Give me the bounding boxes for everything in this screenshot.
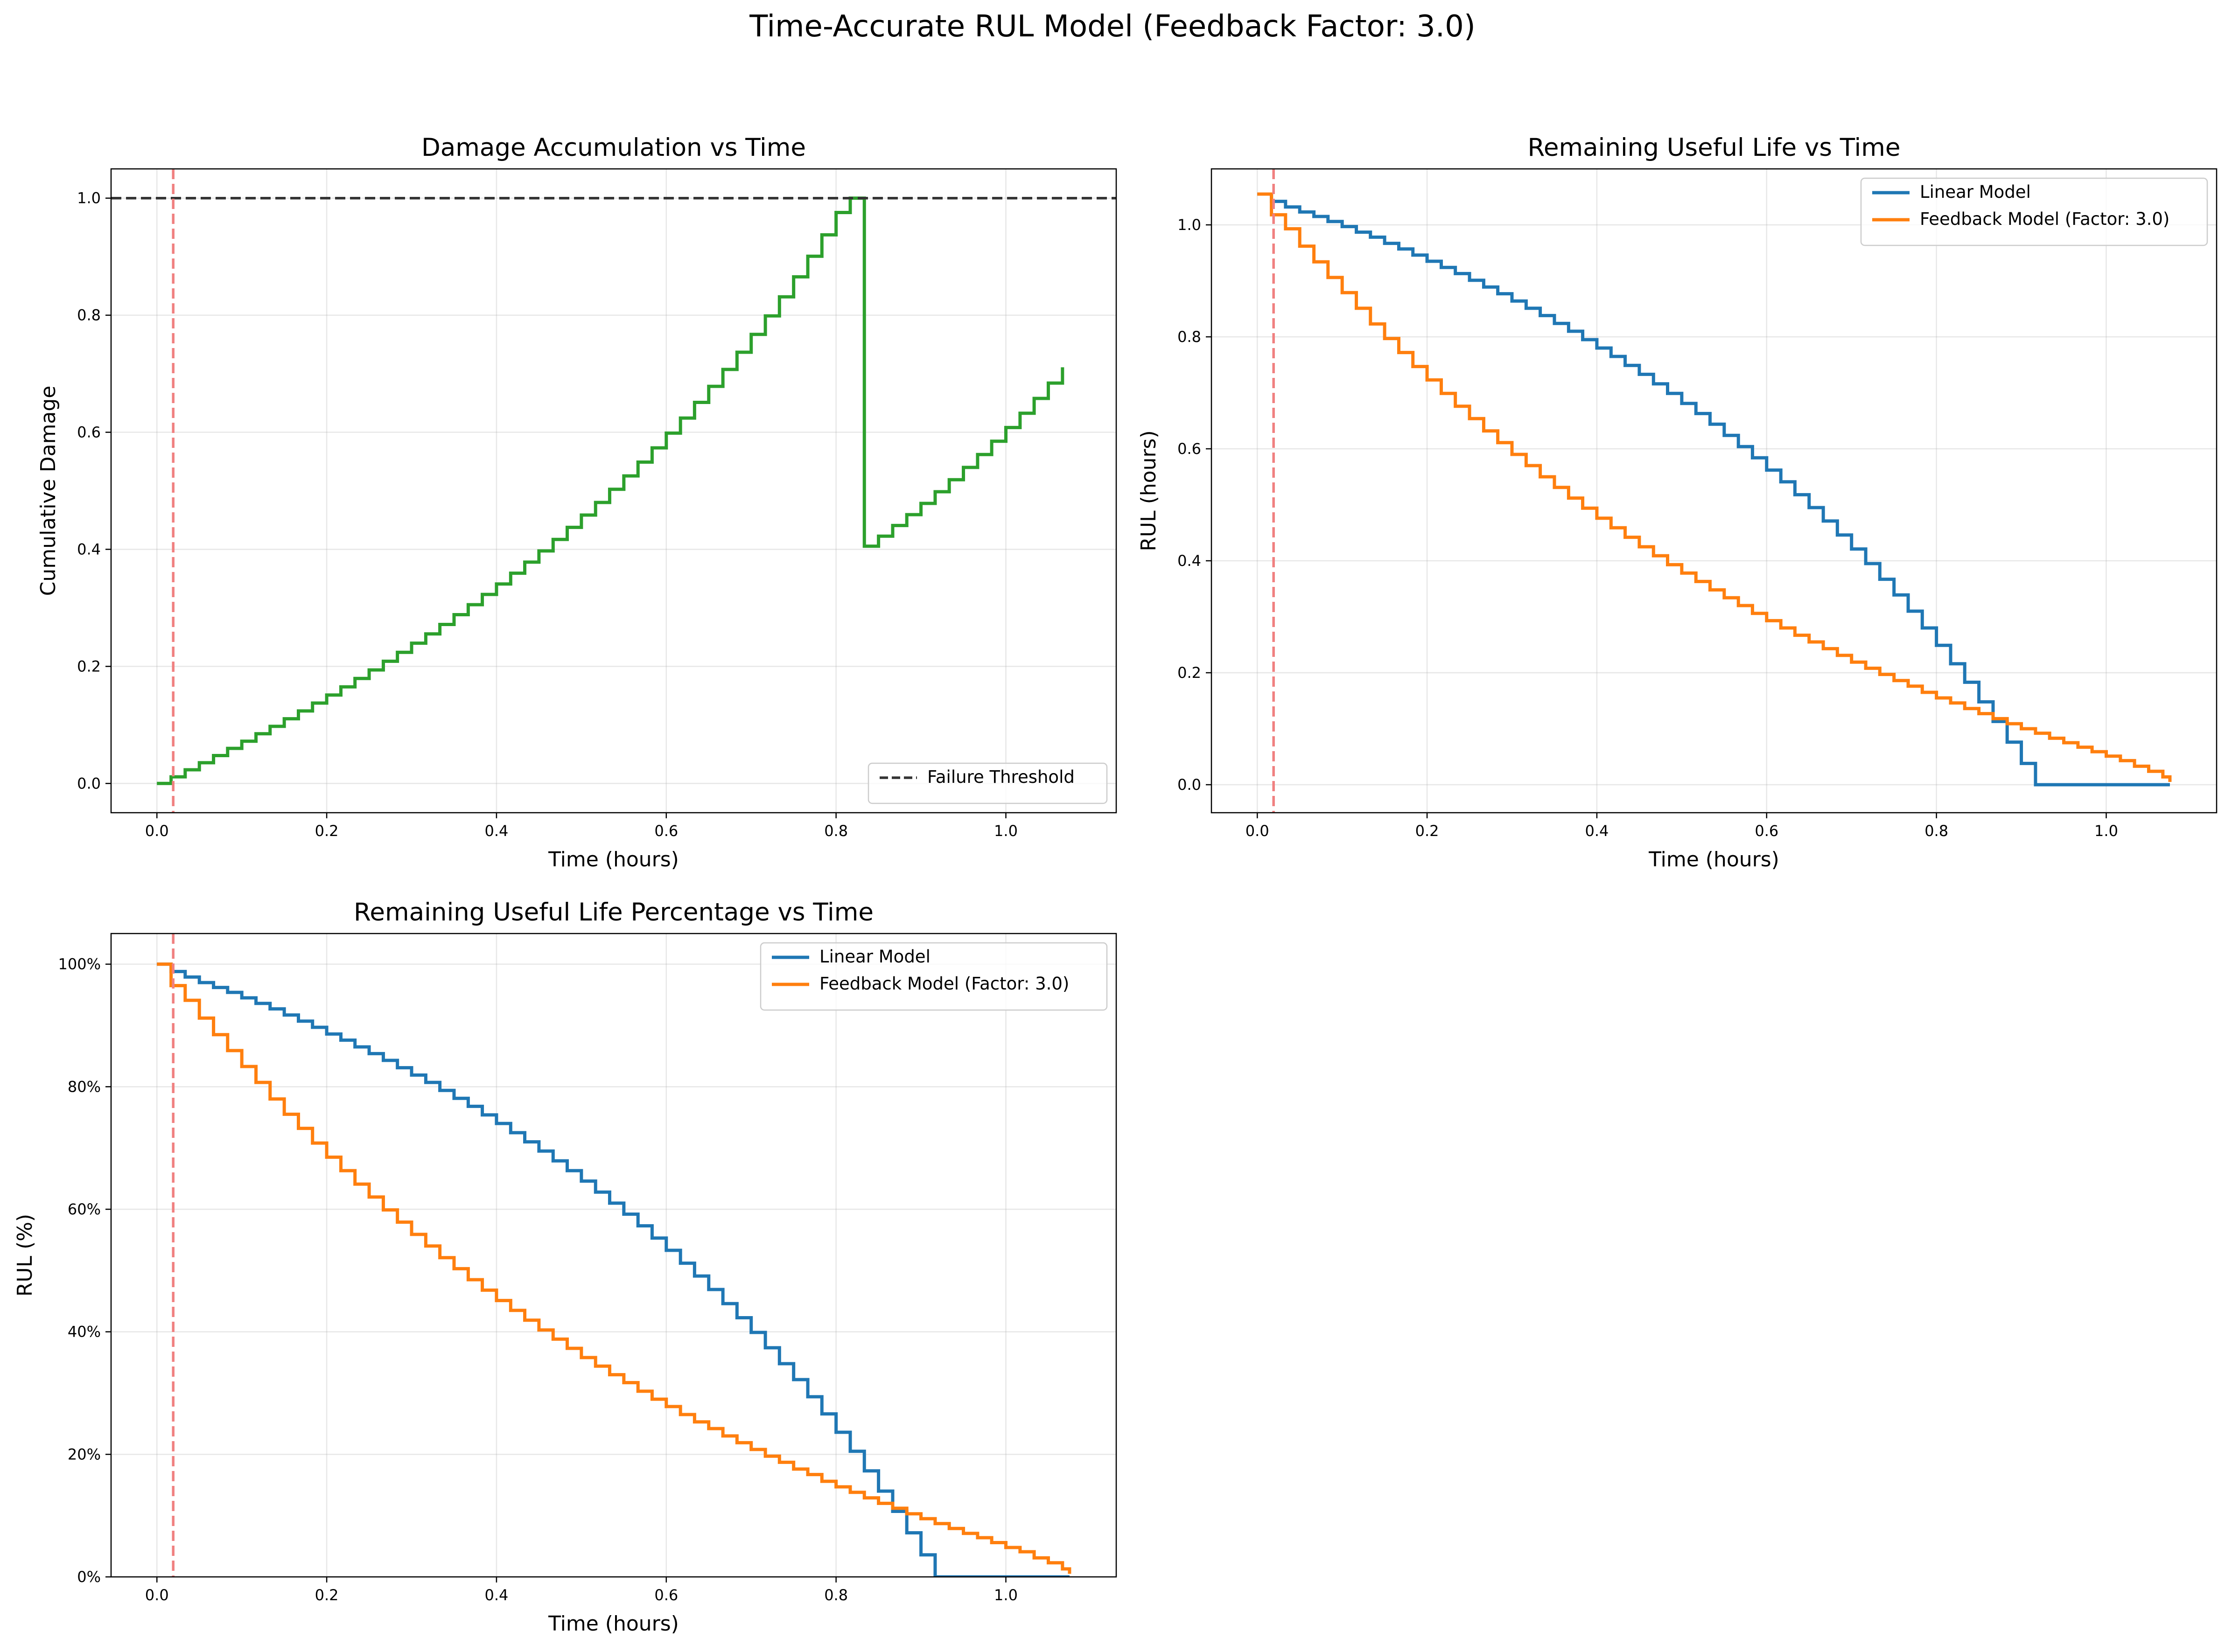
- subplot-2: 0.0 0.2 0.4 0.6 0.8 1.0 0.0 0.2 0.4 0.6 0.8 1.0 Rema…: [1137, 133, 2218, 871]
- axes-frame: [110, 933, 1117, 1578]
- subplot-title: Damage Accumulation vs Time: [421, 133, 806, 162]
- y-tick-label-5: 1.0: [77, 189, 101, 207]
- legend-box: [868, 762, 1108, 804]
- x-tick-label-5: 1.0: [2094, 822, 2118, 840]
- y-tick-label-1: 0.2: [77, 657, 101, 675]
- x-tick-label-5: 1.0: [994, 822, 1018, 840]
- x-tick-label-2: 0.4: [484, 822, 508, 840]
- x-axis-label: Time (hours): [1648, 848, 1779, 871]
- legend-box: [1860, 177, 2208, 246]
- y-tick-label-4: 0.8: [1177, 328, 1201, 346]
- x-tick-label-1: 0.2: [1415, 822, 1439, 840]
- ticks: 0.0 0.2 0.4 0.6 0.8 1.0 0.0 0.2 0.4 0.6 0.8 1.0: [1177, 216, 2118, 840]
- x-tick-label-0: 0.0: [145, 1586, 169, 1604]
- x-tick-label-1: 0.2: [315, 1586, 339, 1604]
- x-tick-label-3: 0.6: [654, 1586, 678, 1604]
- legend: Linear Model Feedback Model (Factor: 3.0): [1860, 177, 2208, 246]
- y-tick-label-3: 60%: [68, 1200, 101, 1218]
- legend-label-0: Failure Threshold: [927, 767, 1075, 787]
- y-tick-label-5: 1.0: [1177, 216, 1201, 234]
- x-tick-label-2: 0.4: [484, 1586, 508, 1604]
- x-tick-label-0: 0.0: [1245, 822, 1269, 840]
- plot-area: [111, 169, 1116, 813]
- y-tick-label-1: 20%: [68, 1445, 101, 1463]
- series-line-0: [157, 962, 1070, 1577]
- y-tick-label-1: 0.2: [1177, 664, 1201, 682]
- y-tick-label-0: 0%: [77, 1568, 101, 1586]
- y-axis-label: RUL (hours): [1137, 430, 1161, 551]
- x-tick-label-0: 0.0: [145, 822, 169, 840]
- legend-box: [760, 942, 1108, 1011]
- subplot-1: 0.0 0.2 0.4 0.6 0.8 1.0 0.0 0.2 0.4 0.6 0.8 1.0 Dama…: [36, 133, 1117, 871]
- subplots: 0.0 0.2 0.4 0.6 0.8 1.0 0.0 0.2 0.4 0.6 0.8 1.0 Dama…: [13, 133, 2218, 1636]
- y-tick-label-0: 0.0: [1177, 776, 1201, 794]
- x-tick-label-1: 0.2: [315, 822, 339, 840]
- y-tick-label-4: 80%: [68, 1078, 101, 1095]
- y-tick-label-4: 0.8: [77, 307, 101, 324]
- y-tick-label-5: 100%: [58, 955, 101, 973]
- y-tick-label-2: 40%: [68, 1323, 101, 1341]
- subplot-title: Remaining Useful Life vs Time: [1527, 133, 1900, 162]
- legend-label-0: Linear Model: [1920, 182, 2031, 202]
- figure-suptitle: Time-Accurate RUL Model (Feedback Factor…: [749, 9, 1476, 44]
- y-tick-label-2: 0.4: [1177, 552, 1201, 570]
- series-line-0: [1257, 192, 2170, 787]
- legend-label-1: Feedback Model (Factor: 3.0): [1920, 209, 2169, 229]
- x-axis-label: Time (hours): [548, 1612, 679, 1636]
- x-tick-label-5: 1.0: [994, 1586, 1018, 1604]
- legend: Failure Threshold: [868, 762, 1108, 804]
- x-tick-label-4: 0.8: [824, 822, 848, 840]
- y-tick-label-2: 0.4: [77, 540, 101, 558]
- x-tick-label-3: 0.6: [654, 822, 678, 840]
- y-axis-label: RUL (%): [13, 1214, 37, 1297]
- gridlines: [111, 934, 1116, 1578]
- x-tick-label-3: 0.6: [1755, 822, 1778, 840]
- series-line-1: [157, 962, 1071, 1574]
- gridlines: [1211, 169, 2217, 813]
- plot-area: [157, 934, 1071, 1577]
- y-axis-label: Cumulative Damage: [36, 386, 60, 596]
- ticks: 0.0 0.2 0.4 0.6 0.8 1.0 0% 20% 40% 60% 80% 100%: [58, 955, 1018, 1604]
- x-tick-label-4: 0.8: [824, 1586, 848, 1604]
- series-line-1: [1257, 192, 2172, 782]
- series-line-0: [157, 196, 1064, 785]
- legend: Linear Model Feedback Model (Factor: 3.0): [760, 942, 1108, 1011]
- y-tick-label-0: 0.0: [77, 774, 101, 792]
- x-axis-label: Time (hours): [548, 848, 679, 871]
- ticks: 0.0 0.2 0.4 0.6 0.8 1.0 0.0 0.2 0.4 0.6 0.8 1.0: [77, 189, 1018, 840]
- y-tick-label-3: 0.6: [1177, 440, 1201, 458]
- plot-area: [1257, 169, 2172, 813]
- x-tick-label-2: 0.4: [1585, 822, 1609, 840]
- legend-label-1: Feedback Model (Factor: 3.0): [819, 974, 1069, 994]
- axes-frame: [110, 168, 1117, 814]
- subplot-3: 0.0 0.2 0.4 0.6 0.8 1.0 0% 20% 40% 60% 80% 100% Rema…: [13, 898, 1117, 1636]
- x-tick-label-4: 0.8: [1924, 822, 1948, 840]
- subplot-title: Remaining Useful Life Percentage vs Time: [354, 898, 874, 927]
- y-tick-label-3: 0.6: [77, 424, 101, 441]
- axes-frame: [1210, 168, 2218, 814]
- legend-label-0: Linear Model: [819, 947, 931, 967]
